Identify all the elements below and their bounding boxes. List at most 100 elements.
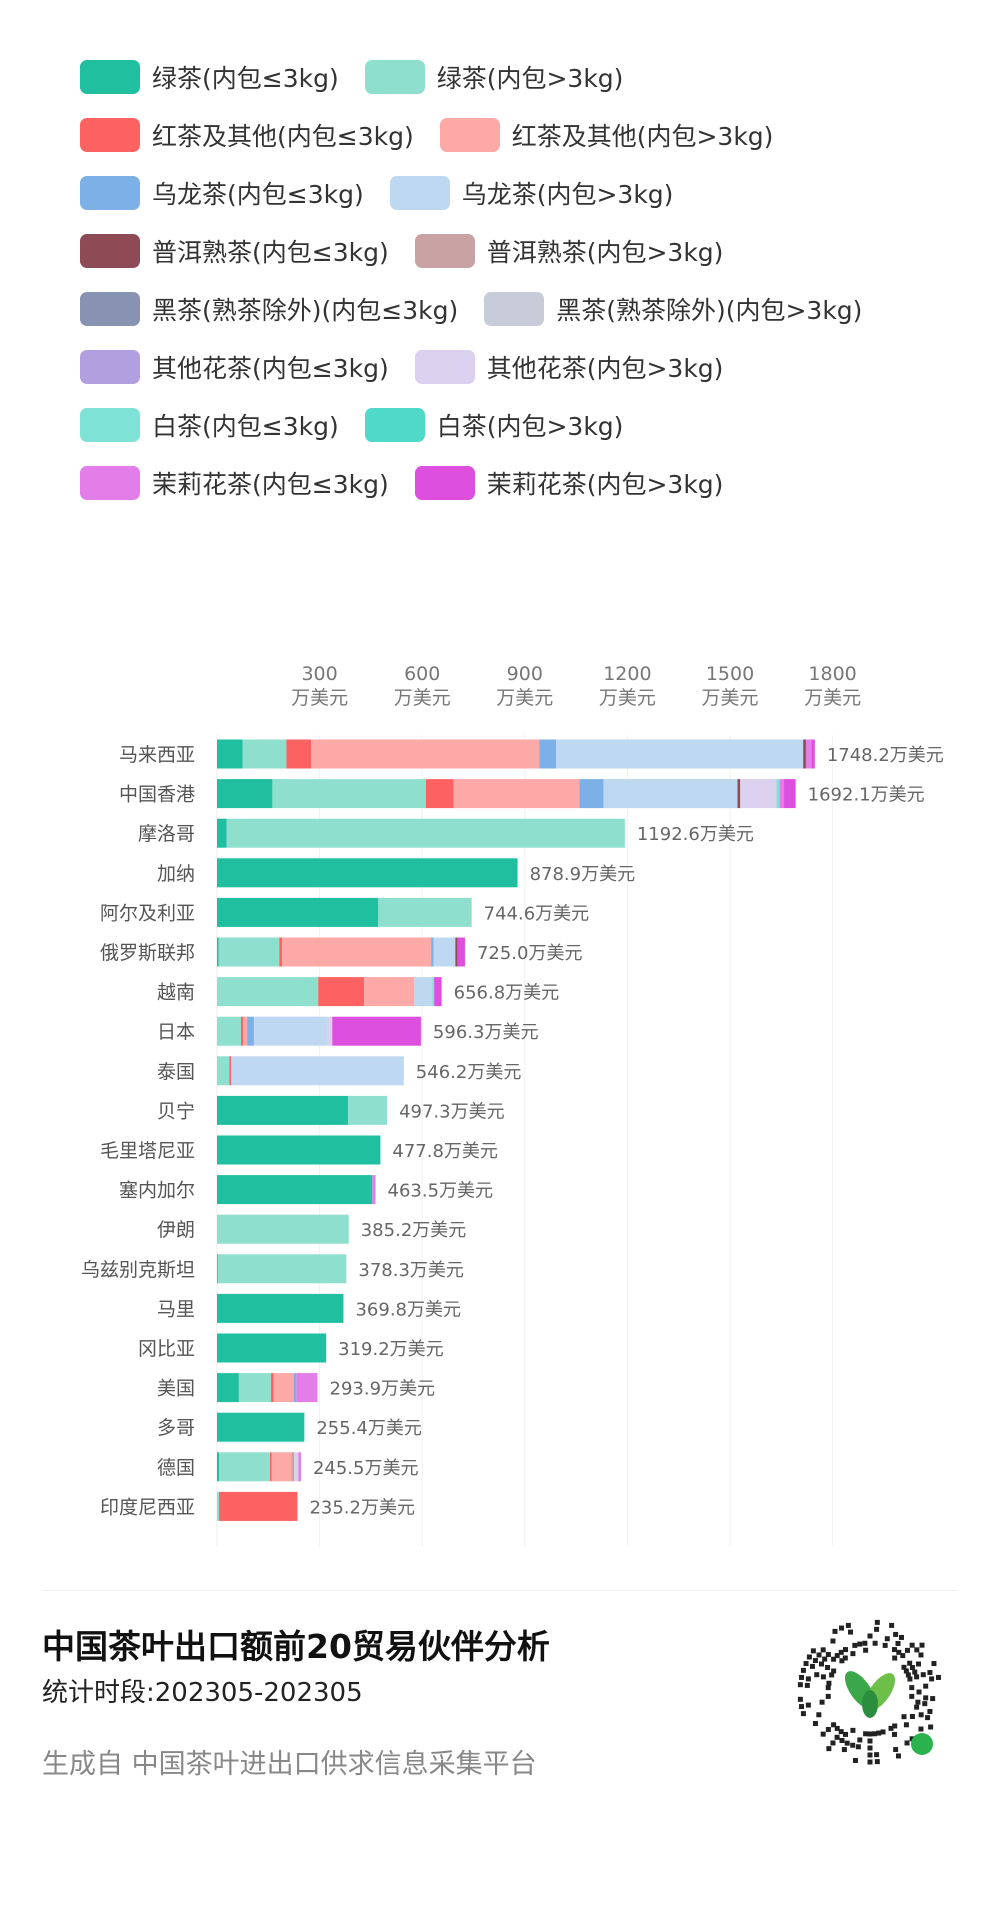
legend-item[interactable]: 白茶(内包>3kg) bbox=[364, 407, 624, 443]
country-label: 乌兹别克斯坦 bbox=[81, 1259, 195, 1281]
bar-segment bbox=[273, 1373, 294, 1403]
legend-swatch bbox=[80, 292, 140, 326]
bar-segment bbox=[229, 1056, 232, 1086]
bar-segment bbox=[432, 977, 435, 1007]
bar-segment bbox=[298, 1452, 301, 1482]
bar-segment bbox=[784, 779, 796, 809]
bar-segment bbox=[226, 818, 625, 848]
legend-item[interactable]: 茉莉花茶(内包>3kg) bbox=[414, 465, 723, 501]
country-label: 阿尔及利亚 bbox=[100, 902, 195, 924]
bar-segment bbox=[217, 1214, 349, 1244]
legend-item[interactable]: 普洱熟茶(内包≤3kg) bbox=[80, 233, 389, 269]
bar-segment bbox=[219, 1491, 298, 1521]
bar-total-label: 1192.6万美元 bbox=[637, 824, 754, 845]
bar-segment bbox=[776, 779, 780, 809]
bar-segment bbox=[217, 1452, 220, 1482]
bar-segment bbox=[378, 897, 472, 927]
bar-segment bbox=[217, 1135, 381, 1165]
legend-item[interactable]: 白茶(内包≤3kg) bbox=[80, 407, 339, 443]
tea-leaf-logo-icon bbox=[844, 1671, 896, 1718]
legend-swatch bbox=[414, 350, 475, 384]
bar-segment bbox=[737, 779, 741, 809]
legend-swatch bbox=[80, 408, 140, 442]
bar-total-label: 319.2万美元 bbox=[338, 1339, 444, 1360]
bar-segment bbox=[372, 1175, 376, 1205]
legend-swatch bbox=[80, 466, 140, 500]
legend-swatch bbox=[80, 118, 140, 152]
x-tick-unit: 万美元 bbox=[701, 687, 758, 709]
wechat-mini-program-icon bbox=[911, 1733, 933, 1755]
period-text: 统计时段:202305-202305 bbox=[42, 1678, 363, 1708]
legend-swatch bbox=[364, 60, 425, 94]
source-text: 生成自 中国茶叶进出口供求信息采集平台 bbox=[42, 1749, 537, 1780]
country-label: 毛里塔尼亚 bbox=[100, 1140, 195, 1162]
legend-label: 白茶(内包≤3kg) bbox=[152, 412, 339, 441]
legend-item[interactable]: 红茶及其他(内包>3kg) bbox=[439, 117, 773, 153]
country-label: 马来西亚 bbox=[119, 744, 195, 766]
legend-label: 乌龙茶(内包≤3kg) bbox=[152, 180, 364, 209]
x-tick-unit: 万美元 bbox=[804, 687, 861, 709]
legend-row: 茉莉花茶(内包≤3kg) 茉莉花茶(内包>3kg) bbox=[80, 454, 888, 512]
legend-item[interactable]: 茉莉花茶(内包≤3kg) bbox=[80, 465, 389, 501]
x-tick-unit: 万美元 bbox=[291, 687, 348, 709]
country-label: 俄罗斯联邦 bbox=[100, 942, 195, 964]
bar-segment bbox=[281, 937, 432, 967]
legend-swatch bbox=[80, 350, 140, 384]
legend-item[interactable]: 绿茶(内包>3kg) bbox=[364, 59, 623, 95]
country-label: 马里 bbox=[157, 1298, 195, 1320]
legend-label: 红茶及其他(内包≤3kg) bbox=[152, 122, 414, 151]
chart-title: 中国茶叶出口额前20贸易伙伴分析 bbox=[42, 1627, 550, 1666]
legend-item[interactable]: 其他花茶(内包>3kg) bbox=[414, 349, 724, 385]
legend-row: 乌龙茶(内包≤3kg) 乌龙茶(内包>3kg) bbox=[80, 164, 888, 222]
legend-item[interactable]: 黑茶(熟茶除外)(内包≤3kg) bbox=[80, 291, 458, 327]
country-label: 冈比亚 bbox=[138, 1338, 195, 1360]
legend-row: 普洱熟茶(内包≤3kg) 普洱熟茶(内包>3kg) bbox=[80, 222, 888, 280]
bar-total-label: 878.9万美元 bbox=[530, 864, 636, 885]
bar-segment bbox=[271, 1452, 292, 1482]
mini-program-qr-code[interactable] bbox=[790, 1612, 950, 1772]
bar-segment bbox=[271, 1373, 274, 1403]
bar-segment bbox=[217, 1056, 230, 1086]
bar-segment bbox=[231, 1056, 404, 1086]
country-label: 德国 bbox=[157, 1457, 195, 1479]
bar-segment bbox=[347, 1095, 388, 1125]
bar-segment bbox=[291, 1452, 295, 1482]
legend-item[interactable]: 黑茶(熟茶除外)(内包>3kg) bbox=[484, 291, 862, 327]
bar-segment bbox=[457, 937, 465, 967]
country-label: 越南 bbox=[157, 982, 195, 1004]
country-label: 泰国 bbox=[157, 1061, 195, 1083]
bar-segment bbox=[805, 739, 812, 769]
legend-label: 绿茶(内包≤3kg) bbox=[152, 64, 339, 93]
legend-item[interactable]: 红茶及其他(内包≤3kg) bbox=[80, 117, 414, 153]
bar-total-label: 477.8万美元 bbox=[392, 1141, 498, 1162]
legend-item[interactable]: 其他花茶(内包≤3kg) bbox=[80, 349, 389, 385]
country-label: 印度尼西亚 bbox=[100, 1496, 195, 1518]
legend-item[interactable]: 乌龙茶(内包>3kg) bbox=[389, 175, 674, 211]
divider bbox=[42, 1590, 958, 1591]
legend-row: 红茶及其他(内包≤3kg) 红茶及其他(内包>3kg) bbox=[80, 106, 888, 164]
legend-label: 普洱熟茶(内包>3kg) bbox=[486, 238, 724, 267]
bar-segment bbox=[364, 977, 415, 1007]
chart-legend: 绿茶(内包≤3kg) 绿茶(内包>3kg) 红茶及其他(内包≤3kg) 红茶及其他(内… bbox=[80, 48, 888, 512]
legend-label: 白茶(内包>3kg) bbox=[436, 412, 624, 441]
bar-segment bbox=[603, 779, 738, 809]
legend-item[interactable]: 乌龙茶(内包≤3kg) bbox=[80, 175, 364, 211]
x-tick-unit: 万美元 bbox=[394, 687, 451, 709]
legend-item[interactable]: 普洱熟茶(内包>3kg) bbox=[414, 233, 724, 269]
bar-total-label: 744.6万美元 bbox=[484, 903, 590, 924]
bar-total-label: 596.3万美元 bbox=[433, 1022, 539, 1043]
bar-segment bbox=[247, 1016, 254, 1046]
bar-segment bbox=[242, 739, 287, 769]
bar-segment bbox=[242, 1016, 248, 1046]
bar-segment bbox=[217, 1373, 239, 1403]
bar-segment bbox=[579, 779, 604, 809]
legend-item[interactable]: 绿茶(内包≤3kg) bbox=[80, 59, 339, 95]
bar-total-label: 369.8万美元 bbox=[355, 1299, 461, 1320]
legend-label: 其他花茶(内包>3kg) bbox=[486, 354, 724, 383]
legend-label: 乌龙茶(内包>3kg) bbox=[461, 180, 674, 209]
bar-total-label: 293.9万美元 bbox=[330, 1379, 436, 1400]
bar-segment bbox=[217, 1095, 348, 1125]
bar-total-label: 235.2万美元 bbox=[309, 1497, 415, 1518]
legend-label: 普洱熟茶(内包≤3kg) bbox=[152, 238, 389, 267]
legend-label: 其他花茶(内包≤3kg) bbox=[152, 354, 389, 383]
